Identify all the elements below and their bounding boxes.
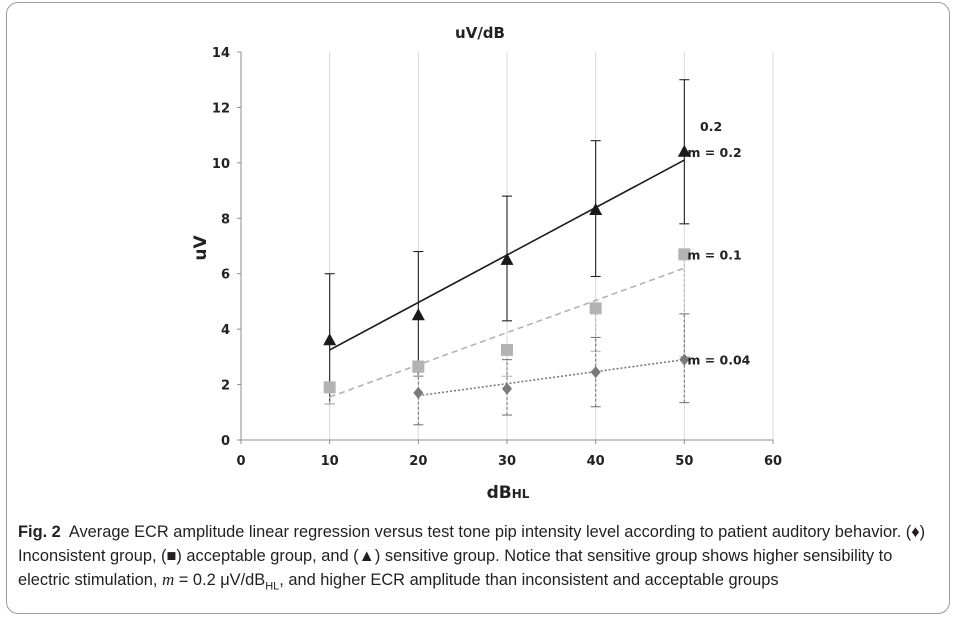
data-markers: m = 0.2 m = 0.1 m = 0.04 xyxy=(323,144,751,399)
x-tick-label: 30 xyxy=(498,454,516,469)
caption-subscript: HL xyxy=(265,580,280,593)
triangle-marker xyxy=(677,144,691,157)
slope-annotation: m = 0.2 xyxy=(687,145,741,160)
caption-label: Fig. 2 xyxy=(18,523,61,541)
axes: 0 2 4 6 8 10 12 14 0 10 20 30 40 50 60 xyxy=(212,46,782,469)
slope-annotation: m = 0.1 xyxy=(687,247,741,262)
triangle-marker xyxy=(411,308,425,321)
regression-line xyxy=(418,358,685,397)
x-tick-label: 10 xyxy=(321,454,339,469)
y-tick-label: 0 xyxy=(221,434,230,449)
triangle-marker xyxy=(323,333,337,346)
y-tick-label: 12 xyxy=(212,101,230,116)
figure-frame xyxy=(6,2,950,614)
diamond-marker xyxy=(590,366,601,379)
slope-annotation: m = 0.04 xyxy=(687,353,750,368)
diamond-marker xyxy=(679,353,690,366)
y-axis-label: uV xyxy=(191,235,211,261)
square-marker xyxy=(323,381,336,394)
regression-line xyxy=(329,267,685,398)
square-marker xyxy=(501,343,513,356)
diamond-marker xyxy=(502,382,512,395)
square-marker xyxy=(678,248,691,261)
x-axis-label-sub: HL xyxy=(512,487,530,501)
caption-text-3: , and higher ECR amplitude than inconsis… xyxy=(279,571,779,589)
y-tick-label: 14 xyxy=(212,46,230,61)
y-tick-label: 10 xyxy=(212,157,230,172)
chart-title: uV/dB xyxy=(455,24,505,42)
x-axis-label: dBHL xyxy=(487,483,530,503)
x-tick-label: 20 xyxy=(409,454,427,469)
y-tick-label: 6 xyxy=(221,268,230,283)
x-axis-label-main: dB xyxy=(487,483,512,503)
triangle-marker xyxy=(500,252,514,265)
x-tick-label: 60 xyxy=(764,454,782,469)
square-marker xyxy=(412,360,425,373)
gridlines xyxy=(329,52,774,440)
x-tick-label: 0 xyxy=(236,454,245,469)
y-tick-label: 8 xyxy=(221,212,230,227)
x-tick-label: 40 xyxy=(587,454,605,469)
y-tick-label: 2 xyxy=(221,379,230,394)
extra-annotation: 0.2 xyxy=(700,119,722,134)
square-marker xyxy=(589,302,602,315)
caption-m-symbol: m xyxy=(161,570,175,589)
x-tick-label: 50 xyxy=(675,454,693,469)
diamond-marker xyxy=(413,386,424,399)
y-tick-label: 4 xyxy=(221,323,230,338)
figure-caption: Fig. 2 Average ECR amplitude linear regre… xyxy=(18,520,938,598)
caption-text-1: Average ECR amplitude linear regression … xyxy=(18,523,926,589)
caption-text-2: = 0.2 μV/dB xyxy=(174,571,266,589)
triangle-marker xyxy=(589,202,603,215)
